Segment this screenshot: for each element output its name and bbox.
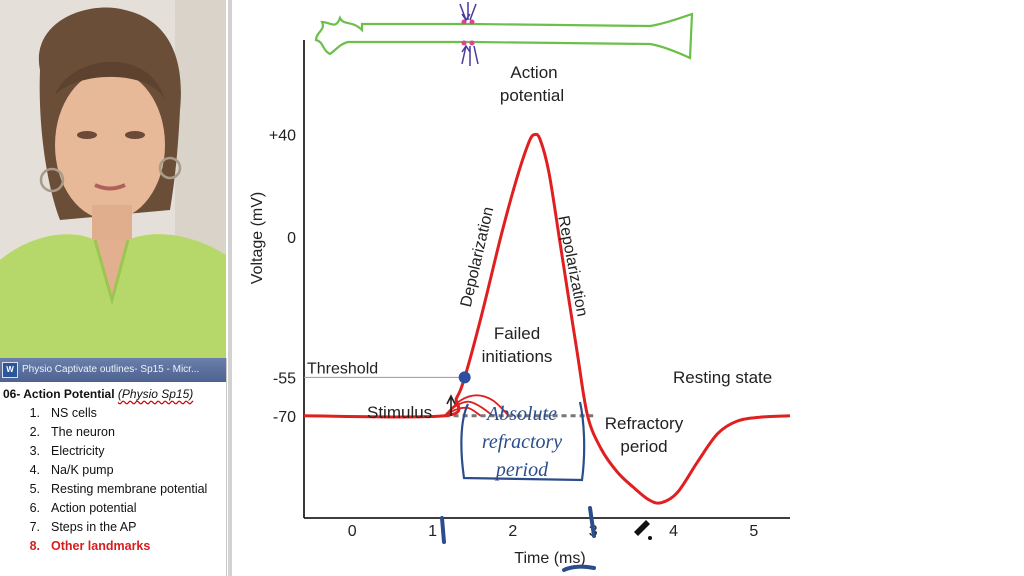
annotation-repolarization: Repolarization	[554, 214, 590, 318]
outline-item-label: NS cells	[51, 406, 97, 420]
outline-item[interactable]: 3. Electricity	[0, 442, 226, 461]
channel-dot-bottom-2	[469, 40, 475, 46]
x-axis-label: Time (ms)	[514, 550, 585, 567]
word-titlebar[interactable]: W Physio Captivate outlines- Sp15 - Micr…	[0, 358, 226, 382]
outline-item-label: Other landmarks	[51, 539, 151, 553]
channel-dot-bottom-1	[461, 40, 467, 46]
handwritten-underline	[562, 564, 596, 572]
annotation-depolarization: Depolarization	[458, 205, 498, 308]
x-tick-label: 4	[669, 523, 678, 540]
presenter-video-frame	[0, 0, 226, 358]
outline-item[interactable]: 5. Resting membrane potential	[0, 480, 226, 499]
failed-initiation-curve	[443, 394, 510, 417]
outline-item[interactable]: 8. Other landmarks	[0, 537, 226, 556]
handwritten-abs-3: period	[494, 459, 549, 481]
annotation-refractory-2: period	[620, 437, 667, 456]
x-tick-label: 2	[508, 523, 517, 540]
channel-dot-top-2	[469, 19, 475, 25]
outline-item[interactable]: 7. Steps in the AP	[0, 518, 226, 537]
outline-item-label: Steps in the AP	[51, 520, 137, 534]
window-divider	[228, 0, 232, 576]
annotation-refractory-1: Refractory	[605, 414, 684, 433]
action-potential-curve	[303, 132, 791, 505]
webcam-video	[0, 0, 226, 358]
handwritten-abs-1: Absolute	[485, 403, 557, 425]
handwritten-abs-2: refractory	[482, 431, 562, 453]
ion-arrows-bottom	[461, 44, 479, 66]
x-tick-label: 5	[749, 523, 758, 540]
action-potential-chart: Action potential Voltage (mV) Time (ms) …	[249, 2, 791, 572]
axon-outline	[314, 12, 694, 60]
annotation-action-potential-1: Action	[510, 63, 557, 82]
outline-item-number: 3.	[29, 444, 40, 458]
outline-item-label: Electricity	[51, 444, 105, 458]
threshold-label: Threshold	[307, 360, 378, 377]
outline-item-label: Na/K pump	[51, 463, 114, 477]
annotation-failed-2: initiations	[482, 347, 553, 366]
word-app-icon: W	[2, 362, 18, 378]
pen-cursor-icon	[634, 520, 652, 540]
outline-heading-title: 06- Action Potential	[3, 387, 118, 401]
outline-item-number: 1.	[29, 406, 40, 420]
annotation-failed-1: Failed	[494, 324, 540, 343]
annotation-stimulus: Stimulus	[367, 403, 432, 422]
annotation-resting-state: Resting state	[673, 368, 772, 387]
outline-item-label: Resting membrane potential	[51, 482, 208, 496]
x-tick-label: 1	[428, 523, 437, 540]
ion-arrows-top	[459, 2, 477, 22]
outline-item[interactable]: 6. Action potential	[0, 499, 226, 518]
outline-item-number: 7.	[29, 520, 40, 534]
outline-item[interactable]: 4. Na/K pump	[0, 461, 226, 480]
y-axis-label: Voltage (mV)	[249, 192, 266, 284]
outline-item[interactable]: 2. The neuron	[0, 423, 226, 442]
channel-dot-top-1	[461, 19, 467, 25]
handwritten-tick-1	[440, 516, 446, 544]
handwritten-box: Absolute refractory period	[460, 401, 586, 482]
y-tick-label: 0	[287, 230, 296, 247]
outline-heading: 06- Action Potential (Physio Sp15)	[0, 382, 226, 401]
y-tick-label: -55	[273, 370, 296, 387]
outline-list: 1. NS cells 2. The neuron 3. Electricity 4. Na/…	[0, 404, 226, 556]
threshold-point	[458, 371, 471, 384]
word-title: Physio Captivate outlines- Sp15 - Micr..…	[22, 364, 200, 375]
y-tick-label: -70	[273, 409, 296, 426]
handwritten-bracket	[460, 401, 586, 482]
x-tick-label: 0	[348, 523, 357, 540]
y-tick-label: +40	[269, 128, 296, 145]
outline-item-number: 4.	[29, 463, 40, 477]
word-outline-window: W Physio Captivate outlines- Sp15 - Micr…	[0, 358, 227, 576]
outline-item-label: Action potential	[51, 501, 137, 515]
series-group	[303, 132, 791, 505]
outline-item-number: 2.	[29, 425, 40, 439]
annotation-action-potential-2: potential	[500, 86, 564, 105]
outline-item-number: 5.	[29, 482, 40, 496]
failed-initiations-curves	[443, 394, 510, 417]
outline-item-number: 8.	[29, 539, 40, 553]
stimulus-arrow	[446, 394, 456, 416]
outline-item-number: 6.	[29, 501, 40, 515]
handwritten-tick-3	[588, 506, 596, 538]
outline-item[interactable]: 1. NS cells	[0, 404, 226, 423]
outline-heading-course: (Physio Sp15)	[117, 387, 194, 401]
neuron-axon-drawing	[314, 2, 694, 66]
axis-ticks: 012345+400-55-70	[269, 128, 759, 540]
failed-initiation-curve	[444, 406, 482, 417]
outline-item-label: The neuron	[51, 425, 115, 439]
